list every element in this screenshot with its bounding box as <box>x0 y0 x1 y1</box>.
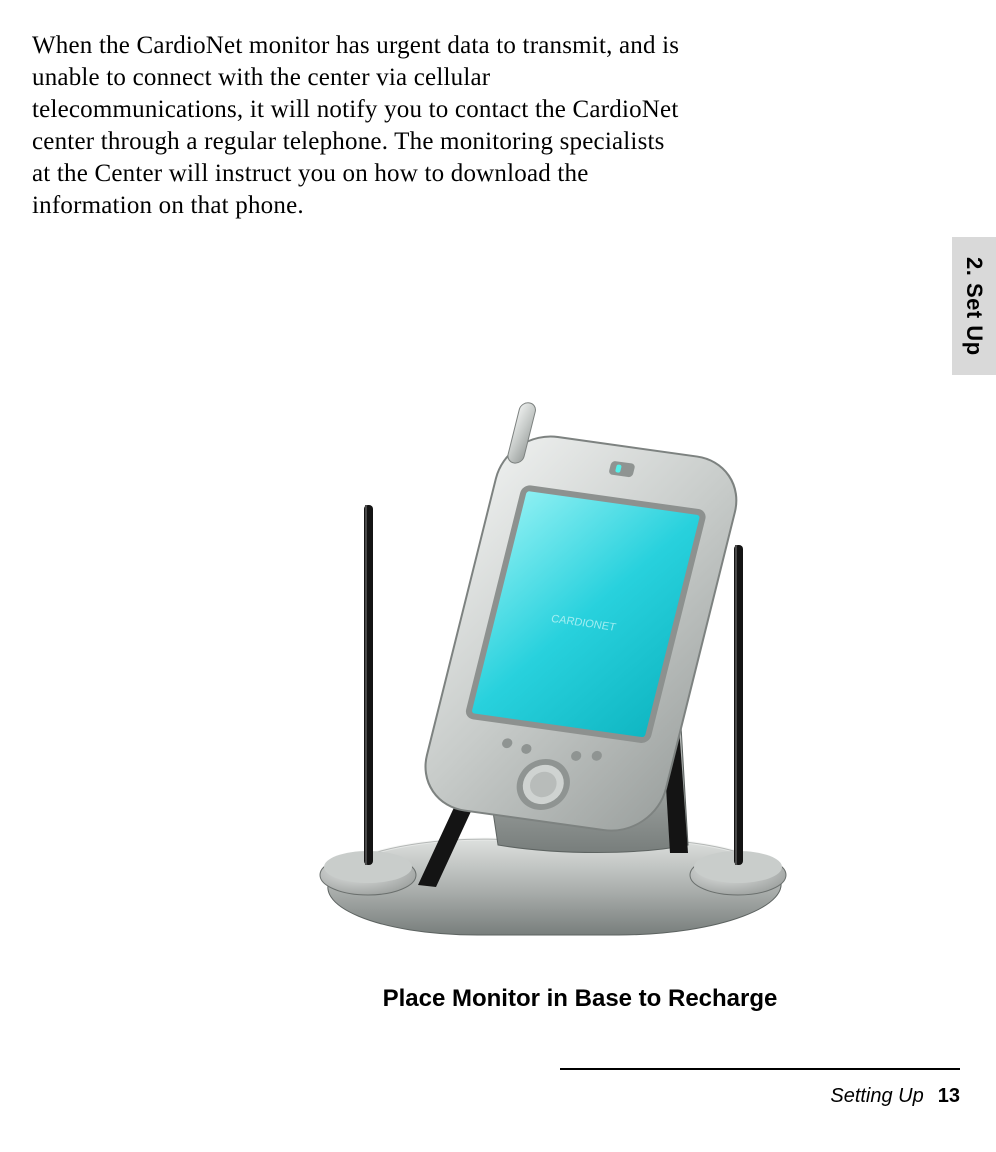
device-illustration-svg: CARDIONET <box>218 375 878 955</box>
body-paragraph: When the CardioNet monitor has urgent da… <box>32 30 687 222</box>
section-tab-label: 2. Set Up <box>961 257 987 356</box>
footer-section-name: Setting Up <box>830 1085 923 1107</box>
monitor-device: CARDIONET <box>415 401 754 837</box>
footer: Setting Up 13 <box>830 1085 960 1108</box>
page: When the CardioNet monitor has urgent da… <box>0 0 996 1152</box>
device-figure: CARDIONET <box>218 375 878 955</box>
page-number: 13 <box>938 1085 960 1107</box>
footer-rule <box>560 1068 960 1070</box>
figure-caption: Place Monitor in Base to Recharge <box>280 985 880 1013</box>
left-antenna <box>320 505 416 895</box>
section-tab: 2. Set Up <box>952 237 996 375</box>
